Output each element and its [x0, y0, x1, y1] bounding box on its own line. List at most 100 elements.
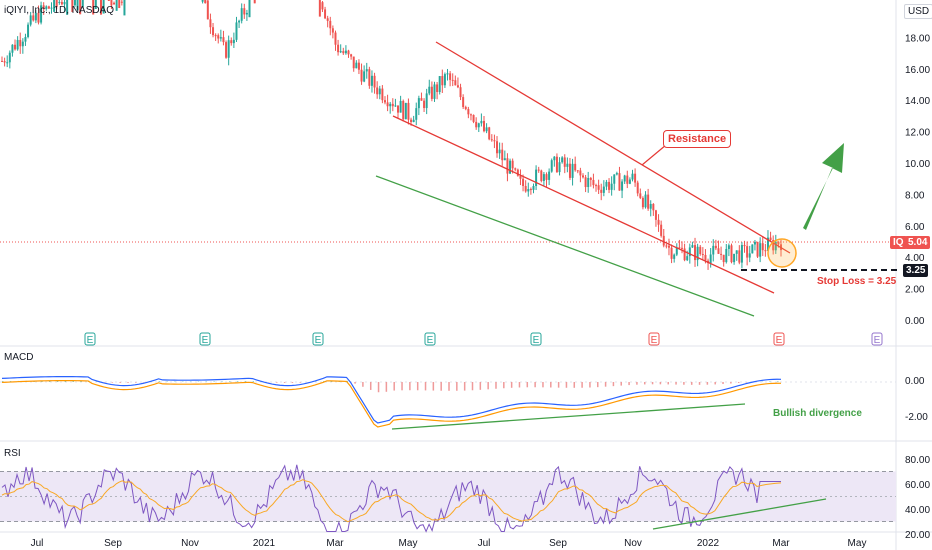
earnings-icon[interactable] [530, 332, 542, 346]
candle-body [602, 186, 605, 193]
candle-body [490, 139, 493, 141]
macd-histogram-bar [48, 380, 51, 382]
candle-body [615, 173, 618, 175]
macd-histogram-bar [573, 382, 576, 388]
candle-body [456, 85, 459, 88]
candle-body [561, 157, 564, 163]
candle-body [391, 103, 394, 107]
candle-body [626, 175, 629, 184]
macd-histogram-bar [424, 382, 427, 391]
time-axis-label: May [399, 538, 418, 549]
candle-body [42, 5, 45, 9]
candle-body [107, 0, 110, 1]
candle-body [8, 52, 11, 63]
candle-body [115, 0, 118, 11]
candle-body [321, 2, 324, 10]
candle-body [597, 185, 600, 190]
candle-body [3, 61, 6, 63]
candle-body [600, 189, 603, 193]
macd-histogram-bar [135, 382, 137, 383]
candle-body [350, 54, 353, 57]
earnings-icon[interactable] [312, 332, 324, 346]
candle-body [110, 0, 113, 6]
candle-body [511, 160, 514, 169]
macd-histogram-bar [706, 382, 709, 385]
candle-body [751, 244, 754, 254]
macd-histogram-bar [714, 382, 716, 385]
price-axis-label: 18.00 [905, 33, 930, 44]
candle-body [709, 254, 712, 264]
candle-body [753, 241, 756, 245]
candle-body [540, 170, 543, 181]
earnings-icon[interactable] [773, 332, 785, 346]
candle-body [727, 245, 730, 249]
candle-body [217, 35, 220, 39]
candle-body [355, 62, 358, 69]
rsi-axis-label: 20.00 [905, 530, 930, 541]
currency-button[interactable]: USD [904, 4, 932, 19]
candle-body [496, 141, 499, 154]
candle-body [443, 74, 446, 86]
candle-body [634, 173, 637, 183]
candle-body [71, 0, 74, 12]
macd-histogram-bar [698, 382, 701, 385]
candle-body [566, 163, 569, 167]
earnings-icon[interactable] [199, 332, 211, 346]
macd-histogram-bar [471, 382, 474, 391]
macd-histogram-bar [64, 380, 67, 382]
breakout-circle [767, 238, 797, 268]
candle-body [376, 87, 379, 95]
candle-body [212, 27, 215, 36]
candle-body [761, 243, 764, 251]
earnings-icon[interactable] [424, 332, 436, 346]
candle-body [522, 178, 525, 186]
time-axis-label: Nov [181, 538, 199, 549]
candle-body [691, 245, 694, 248]
candle-body [329, 20, 332, 29]
earnings-icon[interactable] [871, 332, 883, 346]
candle-body [743, 245, 746, 247]
earnings-icon[interactable] [84, 332, 96, 346]
candle-body [618, 173, 621, 191]
candle-body [58, 1, 61, 3]
candle-body [334, 32, 337, 45]
macd-histogram-bar [651, 382, 654, 385]
candle-body [774, 241, 777, 251]
candle-body [509, 160, 512, 174]
macd-histogram-bar [769, 381, 771, 382]
candle-body [654, 210, 657, 220]
macd-histogram-bar [369, 382, 372, 390]
macd-histogram-bar [448, 382, 450, 391]
rsi-line [1, 464, 781, 533]
candle-body [357, 62, 360, 70]
candle-body [337, 44, 340, 53]
macd-histogram-bar [636, 382, 638, 385]
candle-body [378, 88, 381, 95]
earnings-icon[interactable] [648, 332, 660, 346]
candle-body [477, 123, 480, 128]
macd-histogram-bar [620, 382, 623, 386]
candle-body [222, 37, 225, 43]
candle-body [555, 156, 558, 173]
time-axis-label: Sep [104, 538, 122, 549]
macd-histogram-bar [56, 380, 59, 382]
candle-body [230, 40, 233, 44]
candle-body [514, 168, 517, 170]
macd-axis-label: 0.00 [905, 376, 925, 387]
candle-body [571, 163, 574, 178]
lower-green-trendline [375, 175, 755, 317]
price-axis-label: 0.00 [905, 316, 925, 327]
candle-body [399, 100, 402, 113]
candle-body [232, 39, 235, 44]
candle-body [381, 88, 384, 101]
candle-body [238, 20, 241, 23]
candle-body [365, 69, 368, 72]
rsi-ma-line [1, 479, 782, 523]
candle-body [579, 170, 582, 176]
candle-body [225, 42, 228, 58]
candle-body [503, 158, 506, 161]
candle-body [459, 87, 462, 98]
candle-body [352, 56, 355, 69]
candle-body [50, 7, 53, 9]
